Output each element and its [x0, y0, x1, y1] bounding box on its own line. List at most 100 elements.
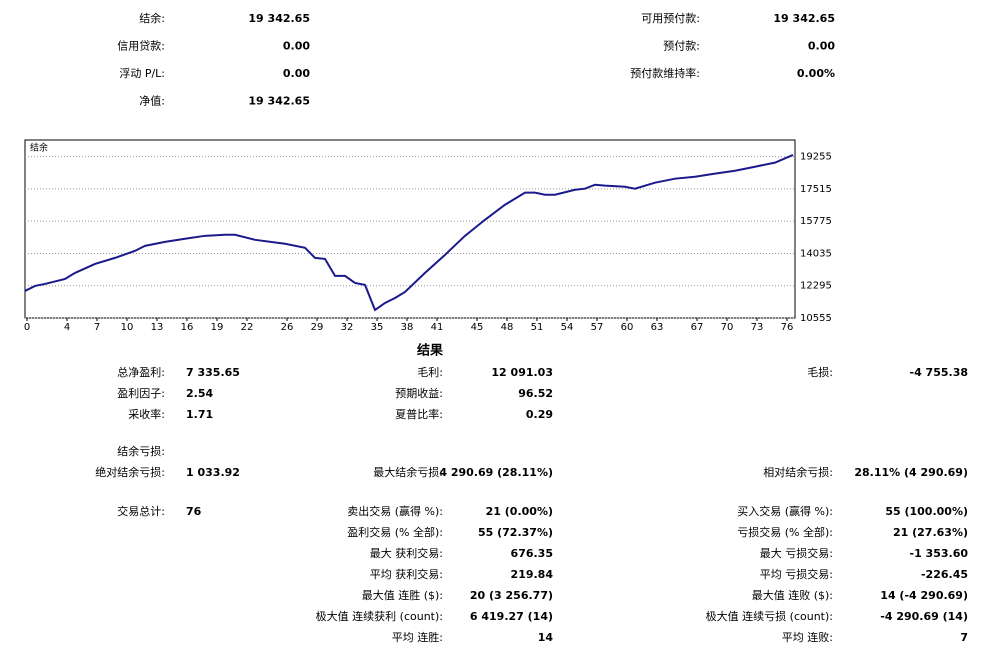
x-tick-label: 60 — [621, 322, 634, 333]
result-value: 55 (72.37%) — [478, 526, 553, 539]
x-tick-label: 45 — [471, 322, 484, 333]
result-value: 219.84 — [511, 568, 554, 581]
y-tick-label: 17515 — [800, 184, 832, 195]
result-label: 亏损交易 (% 全部): — [737, 525, 833, 539]
x-tick-label: 19 — [211, 322, 224, 333]
result-value: -1 353.60 — [910, 547, 969, 560]
result-value: -4 290.69 (14) — [880, 610, 968, 623]
x-tick-label: 73 — [751, 322, 764, 333]
result-value: 96.52 — [518, 387, 553, 400]
result-label: 预期收益: — [395, 386, 443, 400]
x-tick-label: 29 — [311, 322, 324, 333]
summary-value: 19 342.65 — [248, 95, 310, 108]
x-tick-label: 13 — [151, 322, 164, 333]
x-tick-label: 10 — [121, 322, 134, 333]
x-tick-label: 38 — [401, 322, 414, 333]
result-value: 7 335.65 — [186, 366, 240, 379]
result-label: 总净盈利: — [117, 365, 165, 379]
result-value: 14 (-4 290.69) — [880, 589, 968, 602]
x-tick-label: 67 — [691, 322, 704, 333]
summary-label: 信用贷款: — [117, 39, 165, 53]
y-tick-label: 15775 — [800, 216, 832, 227]
y-tick-label: 10555 — [800, 313, 832, 324]
result-label: 最大结余亏损: — [373, 465, 443, 479]
result-value: 20 (3 256.77) — [470, 589, 553, 602]
result-value: 7 — [960, 631, 968, 644]
result-value: 28.11% (4 290.69) — [854, 466, 968, 479]
x-tick-label: 63 — [651, 322, 664, 333]
x-tick-label: 16 — [181, 322, 194, 333]
x-tick-label: 4 — [64, 322, 70, 333]
result-value: 14 — [538, 631, 554, 644]
result-label: 最大 获利交易: — [370, 546, 443, 560]
x-tick-label: 7 — [94, 322, 100, 333]
summary-label: 预付款维持率: — [630, 66, 700, 80]
summary-value: 0.00 — [808, 40, 835, 53]
y-tick-label: 14035 — [800, 248, 832, 259]
result-value: 55 (100.00%) — [885, 505, 968, 518]
result-label: 最大值 连胜 ($): — [362, 588, 443, 602]
x-tick-label: 22 — [241, 322, 254, 333]
result-value: 76 — [186, 505, 202, 518]
summary-label: 净值: — [139, 94, 165, 108]
result-label: 平均 亏损交易: — [760, 567, 833, 581]
result-label: 最大 亏损交易: — [760, 546, 833, 560]
result-value: 21 (0.00%) — [486, 505, 553, 518]
summary-value: 0.00 — [283, 40, 310, 53]
x-tick-label: 0 — [24, 322, 30, 333]
y-tick-label: 12295 — [800, 281, 832, 292]
result-label: 绝对结余亏损: — [95, 465, 165, 479]
result-label: 相对结余亏损: — [763, 465, 833, 479]
result-value: -226.45 — [921, 568, 968, 581]
result-value: 2.54 — [186, 387, 213, 400]
result-value: 1 033.92 — [186, 466, 240, 479]
x-tick-label: 70 — [721, 322, 734, 333]
result-label: 盈利因子: — [117, 387, 165, 400]
result-label: 夏普比率: — [395, 407, 443, 421]
result-label: 卖出交易 (赢得 %): — [347, 504, 443, 518]
x-tick-label: 35 — [371, 322, 384, 333]
y-tick-label: 19255 — [800, 152, 832, 163]
summary-value: 19 342.65 — [248, 12, 310, 25]
summary-label: 可用预付款: — [641, 11, 700, 25]
x-tick-label: 57 — [591, 322, 604, 333]
summary-value: 0.00 — [283, 67, 310, 80]
x-tick-label: 32 — [341, 322, 354, 333]
x-tick-label: 54 — [561, 322, 574, 333]
result-value: 1.71 — [186, 408, 213, 421]
x-tick-label: 41 — [431, 322, 444, 333]
summary-value: 19 342.65 — [773, 12, 835, 25]
balance-line — [24, 154, 794, 312]
result-value: 21 (27.63%) — [893, 526, 968, 539]
result-label: 极大值 连续亏损 (count): — [706, 609, 833, 623]
result-value: 676.35 — [511, 547, 553, 560]
result-label: 交易总计: — [117, 504, 165, 518]
x-tick-label: 76 — [781, 322, 794, 333]
result-label: 极大值 连续获利 (count): — [316, 609, 443, 623]
result-label: 盈利交易 (% 全部): — [347, 525, 443, 539]
result-label: 平均 连胜: — [392, 630, 443, 644]
summary-value: 0.00% — [797, 67, 835, 80]
result-label: 平均 连败: — [782, 630, 833, 644]
result-label: 最大值 连败 ($): — [752, 588, 833, 602]
result-value: -4 755.38 — [910, 366, 969, 379]
result-label: 平均 获利交易: — [370, 567, 443, 581]
summary-label: 结余: — [139, 11, 165, 25]
summary-label: 预付款: — [663, 39, 700, 53]
x-tick-label: 26 — [281, 322, 294, 333]
summary-label: 浮动 P/L: — [119, 67, 165, 80]
result-value: 6 419.27 (14) — [470, 610, 553, 623]
chart-title: 结余 — [30, 142, 48, 154]
result-label: 毛损: — [807, 365, 833, 379]
results-title: 结果 — [417, 343, 443, 359]
result-value: 0.29 — [526, 408, 553, 421]
result-label: 买入交易 (赢得 %): — [737, 504, 833, 518]
result-value: 12 091.03 — [491, 366, 553, 379]
x-tick-label: 48 — [501, 322, 514, 333]
result-label: 结余亏损: — [117, 444, 165, 458]
x-tick-label: 51 — [531, 322, 544, 333]
chart-frame — [24, 139, 796, 319]
result-value: 4 290.69 (28.11%) — [439, 466, 553, 479]
result-label: 毛利: — [417, 366, 443, 379]
